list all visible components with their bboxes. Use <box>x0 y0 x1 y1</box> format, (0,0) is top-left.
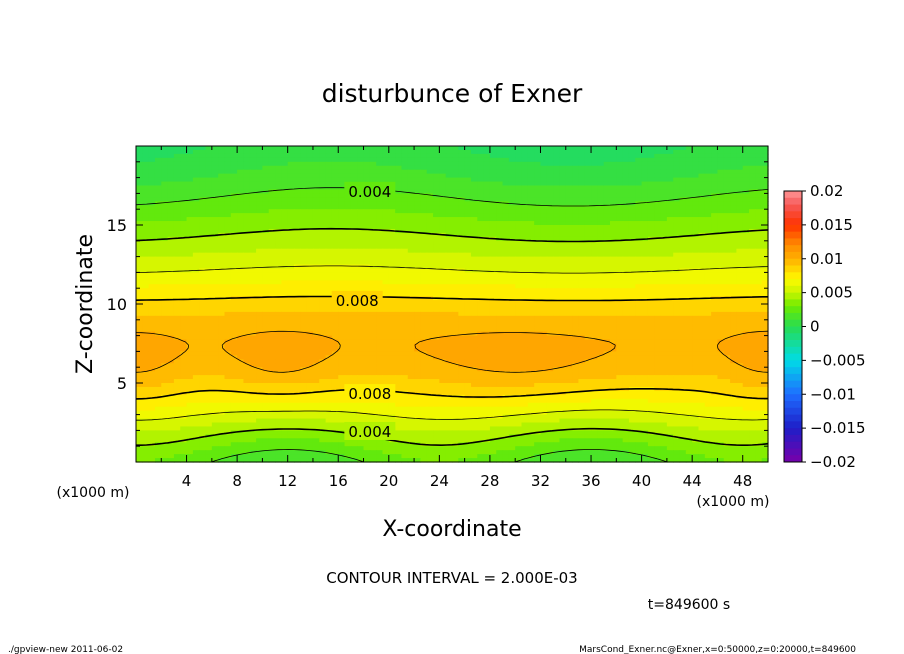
colorbar-band <box>784 224 802 233</box>
exner-field-image <box>136 146 769 463</box>
colorbar-band <box>784 245 802 253</box>
colorbar-band <box>784 353 802 361</box>
y-tick-label: 15 <box>107 216 127 235</box>
contour-label-bg <box>344 384 396 403</box>
colorbar-band <box>784 421 802 429</box>
colorbar-band <box>784 251 802 260</box>
x-axis: 4 8 12 16 20 24 28 32 36 40 44 48 <box>160 146 752 490</box>
colorbar-band <box>784 272 802 280</box>
colorbar: 0.02 0.015 0.01 0.005 0 −0.005 −0.01 −0.015 −0.0… <box>783 182 866 471</box>
x-axis-label: X-coordinate <box>382 517 521 542</box>
colorbar-tick-label: −0.02 <box>810 453 856 471</box>
colorbar-band <box>784 407 802 415</box>
colorbar-band <box>784 434 802 443</box>
x-tick-label: 4 <box>182 472 192 490</box>
x-tick-label: 36 <box>581 472 600 490</box>
colorbar-band <box>784 231 802 239</box>
colorbar-band <box>784 258 802 266</box>
colorbar-band <box>784 306 802 314</box>
colorbar-tick-label: 0 <box>810 318 820 336</box>
colorbar-band <box>784 279 802 287</box>
contour-label: 0.004 <box>348 423 391 441</box>
colorbar-band <box>784 326 802 334</box>
contour-lines <box>135 187 769 463</box>
colorbar-band <box>784 346 802 354</box>
contour-line <box>135 330 769 373</box>
contour-line <box>135 227 769 446</box>
x-tick-label: 20 <box>379 472 398 490</box>
colorbar-band <box>784 455 802 463</box>
y-axis: 5 10 15 <box>107 161 768 447</box>
contour-line <box>135 265 769 421</box>
x-tick-label: 16 <box>329 472 348 490</box>
footer-left: ./gpview-new 2011-06-02 <box>8 645 123 654</box>
colorbar-band <box>784 360 802 368</box>
colorbar-band <box>784 448 802 456</box>
y-axis-label: Z-coordinate <box>73 234 98 374</box>
colorbar-band <box>784 191 802 199</box>
colorbar-band <box>784 373 802 382</box>
contour-interval-text: CONTOUR INTERVAL = 2.000E-03 <box>326 569 577 587</box>
x-tick-label: 48 <box>733 472 752 490</box>
colorbar-band <box>784 292 802 300</box>
colorbar-band <box>784 218 802 226</box>
contour-label-bg <box>331 290 383 309</box>
chart-title: disturbunce of Exner <box>322 79 583 108</box>
x-tick-label: 8 <box>232 472 242 490</box>
contour-line <box>135 187 769 463</box>
contour-label: 0.008 <box>336 292 379 310</box>
colorbar-band <box>784 211 802 219</box>
contour-label-bg <box>344 421 396 440</box>
colorbar-band <box>784 340 802 348</box>
colorbar-band <box>784 204 802 212</box>
colorbar-band <box>784 265 802 273</box>
contour-label: 0.004 <box>348 183 391 201</box>
x-unit-right: (x1000 m) <box>697 494 770 510</box>
colorbar-band <box>784 441 802 449</box>
colorbar-tick-label: 0.015 <box>810 216 853 234</box>
x-tick-label: 40 <box>632 472 651 490</box>
colorbar-band <box>784 197 802 205</box>
contour-label-bg <box>344 181 396 200</box>
colorbar-tick-label: 0.005 <box>810 284 853 302</box>
footer-right: MarsCond_Exner.nc@Exner,x=0:50000,z=0:20… <box>579 645 856 654</box>
colorbar-band <box>784 380 802 388</box>
colorbar-band <box>784 394 802 402</box>
time-text: t=849600 s <box>648 597 730 613</box>
colorbar-tick-label: −0.005 <box>810 351 866 369</box>
colorbar-band <box>784 333 802 341</box>
contour-label: 0.008 <box>348 385 391 403</box>
x-unit-left: (x1000 m) <box>57 485 130 501</box>
x-tick-label: 44 <box>683 472 702 490</box>
colorbar-band <box>784 401 802 409</box>
colorbar-tick-label: 0.01 <box>810 250 843 268</box>
colorbar-tick-label: −0.01 <box>810 385 856 403</box>
colorbar-tick-label: −0.015 <box>810 419 866 437</box>
colorbar-band <box>784 367 802 375</box>
y-tick-label: 10 <box>107 295 127 314</box>
x-tick-label: 32 <box>531 472 550 490</box>
colorbar-band <box>784 428 802 436</box>
colorbar-band <box>784 387 802 395</box>
colorbar-band <box>784 312 802 321</box>
contour-labels: 0.004 0.008 0.008 0.004 <box>331 181 396 441</box>
colorbar-tick-label: 0.02 <box>810 182 843 200</box>
colorbar-band <box>784 414 802 422</box>
colorbar-band <box>784 238 802 246</box>
x-tick-label: 24 <box>430 472 449 490</box>
x-tick-label: 12 <box>278 472 297 490</box>
colorbar-band <box>784 285 802 294</box>
colorbar-band <box>784 319 802 327</box>
y-tick-label: 5 <box>117 374 127 393</box>
colorbar-band <box>784 299 802 307</box>
x-tick-label: 28 <box>480 472 499 490</box>
